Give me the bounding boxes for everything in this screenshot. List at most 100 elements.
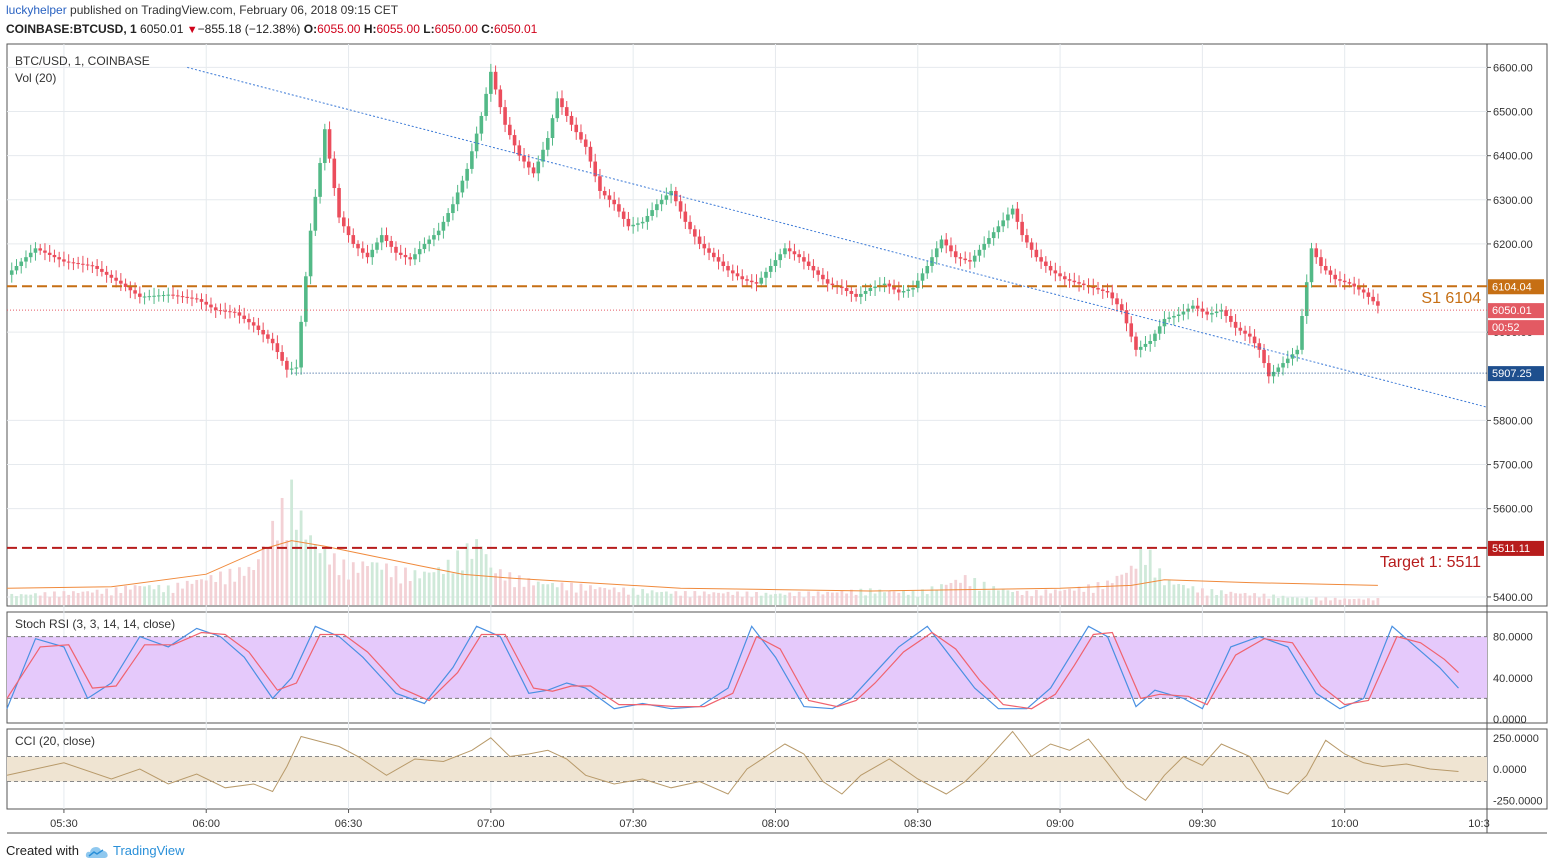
time-tick-label: 09:30	[1189, 818, 1217, 830]
volume-bar	[921, 589, 924, 605]
candle-body	[375, 242, 379, 250]
volume-bar	[598, 587, 602, 605]
candle-body	[1124, 310, 1129, 324]
symbol-label: COINBASE:BTCUSD, 1	[6, 22, 137, 36]
candle-body	[830, 283, 835, 286]
volume-bar	[1025, 590, 1029, 605]
price-pane[interactable]	[6, 43, 1548, 607]
volume-bar	[1101, 589, 1105, 605]
volume-bar	[1177, 584, 1181, 605]
volume-bar	[1011, 592, 1015, 605]
volume-bar	[513, 587, 516, 605]
volume-bar	[807, 591, 811, 605]
volume-bar	[802, 597, 806, 605]
volume-bar	[1115, 575, 1119, 605]
volume-bar	[764, 592, 768, 605]
volume-bar	[892, 591, 896, 605]
candle-body	[588, 146, 593, 162]
candle-body	[863, 290, 868, 294]
volume-bar	[864, 595, 867, 605]
volume-bar	[774, 593, 777, 605]
candle-body	[754, 282, 759, 284]
cci-label: CCI (20, close)	[15, 734, 95, 748]
volume-bar	[812, 596, 815, 605]
volume-bar	[1110, 583, 1114, 605]
candle-body	[199, 299, 204, 302]
volume-bar	[944, 584, 948, 605]
candle-body	[9, 270, 14, 275]
candle-body	[52, 254, 57, 258]
volume-bar	[755, 592, 758, 605]
price-tick-label: 5600.00	[1493, 504, 1533, 516]
candle-body	[1352, 283, 1356, 287]
ohlc-legend: COINBASE:BTCUSD, 1 6050.01 ▼−855.18 (−12…	[6, 22, 537, 36]
candle-body	[318, 163, 322, 197]
volume-bar	[816, 591, 820, 605]
volume-bar	[233, 581, 237, 605]
author-link[interactable]: luckyhelper	[6, 3, 67, 17]
volume-bar	[1039, 595, 1043, 605]
volume-bar	[1096, 582, 1100, 605]
candle-body	[896, 289, 901, 293]
candle-body	[119, 280, 123, 284]
volume-bar	[442, 573, 445, 605]
volume-bar	[380, 569, 384, 605]
candle-body	[503, 107, 507, 125]
volume-bar	[570, 582, 573, 605]
volume-bar	[252, 569, 256, 605]
volume-bar	[797, 591, 801, 605]
volume-bar	[603, 588, 607, 605]
volume-bar	[973, 577, 977, 605]
publish-text: published on TradingView.com, February 0…	[70, 3, 399, 17]
volume-bar	[868, 588, 872, 605]
volume-bar	[508, 572, 512, 605]
candle-body	[526, 161, 531, 168]
volume-bar	[109, 595, 113, 605]
candle-body	[726, 265, 730, 271]
volume-bar	[731, 594, 735, 605]
tradingview-link[interactable]: TradingView	[112, 843, 185, 858]
volume-bar	[674, 591, 678, 605]
volume-bar	[930, 586, 934, 605]
candle-body	[142, 296, 147, 298]
volume-bar	[631, 588, 635, 605]
candle-body	[1096, 288, 1100, 290]
volume-bar	[294, 529, 298, 605]
volume-bar	[1295, 597, 1299, 605]
volume-bar	[318, 553, 322, 605]
candle-body	[930, 257, 934, 266]
candle-body	[1266, 363, 1271, 377]
candle-body	[693, 229, 697, 237]
volume-bar	[451, 573, 455, 605]
candle-body	[455, 192, 460, 205]
volume-bar	[489, 567, 493, 605]
candle-body	[1105, 290, 1110, 293]
stoch-band	[7, 636, 1487, 699]
volume-bar	[664, 591, 668, 605]
volume-bar	[1352, 598, 1356, 605]
volume-bar	[859, 588, 863, 605]
candle-body	[574, 124, 579, 133]
close-label: C:	[481, 22, 494, 36]
volume-bar	[627, 594, 630, 605]
candle-body	[138, 293, 142, 297]
candle-body	[100, 268, 104, 272]
volume-bar	[702, 591, 706, 605]
volume-bar	[911, 590, 915, 605]
volume-bar	[275, 540, 279, 605]
volume-bar	[271, 520, 275, 605]
candle-body	[1077, 282, 1081, 284]
volume-bar	[536, 581, 540, 605]
candle-body	[1129, 323, 1134, 337]
volume-bar	[76, 592, 80, 605]
volume-bar	[1229, 591, 1233, 605]
candle-body	[1134, 336, 1138, 350]
candle-body	[1072, 280, 1077, 283]
time-tick-label: 08:00	[762, 818, 790, 830]
volume-bar	[171, 592, 175, 605]
candle-body	[892, 286, 896, 290]
created-with-text: Created with	[6, 843, 79, 858]
candle-body	[266, 334, 270, 339]
candle-body	[417, 249, 422, 255]
